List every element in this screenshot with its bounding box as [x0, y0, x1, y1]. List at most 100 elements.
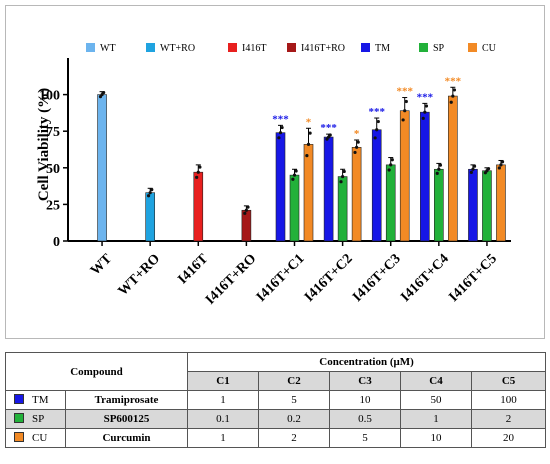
table-cell: 20 [471, 428, 547, 448]
cu-color-swatch [14, 432, 24, 442]
data-point [292, 173, 297, 177]
data-point [246, 205, 250, 209]
bar-chart: WT WT+RO I416T I416T+RO TM SP CU0255075100Cell… [36, 43, 511, 308]
x-tick-label: I416T+C5 [446, 251, 500, 305]
data-point [437, 167, 441, 171]
data-point [421, 116, 425, 120]
chart-panel: WT WT+RO I416T I416T+RO TM SP CU 0 25 50 75 100 Cell… [5, 5, 545, 339]
legend-swatch-sp [419, 43, 428, 52]
bar-wt [97, 94, 107, 242]
data-point [424, 104, 429, 108]
bar-tm [468, 168, 478, 242]
x-tick-label: I416T+C4 [398, 251, 452, 305]
data-point [471, 167, 475, 171]
y-tick-label: 25 [46, 198, 60, 213]
table-legend-sp: SP [5, 409, 66, 429]
bar-wt+ro [145, 192, 155, 242]
bar-sp [434, 168, 444, 242]
data-point [497, 166, 501, 170]
data-point [195, 175, 199, 179]
x-tick-label: I416T+RO [203, 251, 259, 307]
data-point [294, 169, 298, 173]
data-point [376, 119, 380, 124]
data-point [403, 109, 407, 113]
concentration-table: Compound Concentration (μM) C1 C2 C3 C4 … [4, 352, 547, 448]
table-abbr-tm: TM [32, 394, 49, 406]
legend-swatch-tm [361, 43, 370, 52]
compound-header: Compound [4, 352, 189, 391]
bar-sp [289, 174, 300, 242]
table-cell: 2 [471, 409, 547, 429]
table-legend-tm: TM [5, 390, 66, 410]
bar-cu [496, 164, 506, 242]
data-point [387, 168, 391, 172]
legend-label: I416T+RO [301, 43, 345, 54]
data-point [472, 164, 477, 168]
data-point [355, 145, 359, 149]
data-point [423, 110, 427, 114]
bar-sp [337, 176, 348, 242]
column-header-c4: C4 [400, 371, 473, 391]
x-tick-label: I416T+C2 [302, 251, 356, 305]
legend-label: WT [100, 43, 116, 54]
data-point [390, 158, 394, 162]
data-point [243, 211, 247, 215]
bar-cu [351, 147, 362, 242]
data-point [452, 88, 457, 92]
data-point [339, 180, 343, 184]
table-cell: 5 [258, 390, 331, 410]
data-point [469, 170, 473, 174]
x-tick-label: I416T+C3 [350, 251, 404, 305]
data-point [341, 174, 345, 179]
y-tick-label: 0 [53, 235, 60, 250]
table-cell: 0.1 [187, 409, 260, 429]
table-cell: 10 [329, 390, 402, 410]
data-point [196, 170, 200, 174]
data-point [148, 191, 152, 195]
table-cell: 1 [400, 409, 473, 429]
table-cell: 0.5 [329, 409, 402, 429]
significance-marker: *** [368, 106, 385, 118]
data-point [499, 163, 503, 167]
data-point [305, 154, 309, 158]
legend-swatch-i416t+ro [287, 43, 296, 52]
y-tick-label: 50 [46, 162, 60, 177]
legend-label: CU [482, 43, 497, 54]
x-tick-label: I416T+C1 [254, 251, 308, 305]
table-row-sp: SP SP600125 0.1 0.2 0.5 1 2 [5, 409, 547, 429]
data-point [306, 142, 311, 146]
data-point [244, 208, 248, 212]
table-cell: 0.2 [258, 409, 331, 429]
table-cell: 100 [471, 390, 547, 410]
data-point [438, 163, 443, 167]
table-abbr-cu: CU [32, 432, 48, 444]
column-header-c1: C1 [187, 371, 260, 391]
legend-swatch-wt [86, 43, 95, 52]
x-tick-label: WT+RO [116, 251, 164, 299]
bar-cu [448, 95, 458, 242]
bar-sp [385, 164, 396, 242]
legend-swatch-wt+ro [146, 43, 155, 52]
concentration-header: Concentration (μM) [187, 352, 547, 372]
column-header-c5: C5 [471, 371, 547, 391]
significance-marker: *** [320, 122, 337, 134]
data-point [291, 177, 295, 181]
data-point [278, 131, 283, 135]
x-tick-label: I416T [175, 251, 211, 287]
data-point [342, 169, 346, 174]
bar-sp [482, 170, 492, 242]
data-point [401, 118, 405, 122]
sp-color-swatch [14, 413, 24, 423]
legend-label: TM [375, 43, 390, 54]
data-point [373, 136, 377, 140]
bar-tm [371, 129, 382, 242]
data-point [102, 90, 106, 95]
table-cell: 1 [187, 390, 260, 410]
significance-marker: *** [445, 75, 462, 87]
legend-swatch-cu [468, 43, 477, 52]
table-cell: 50 [400, 390, 473, 410]
data-point [150, 188, 154, 192]
data-point [389, 163, 393, 167]
legend-label: I416T [242, 43, 266, 54]
data-point [308, 131, 312, 135]
